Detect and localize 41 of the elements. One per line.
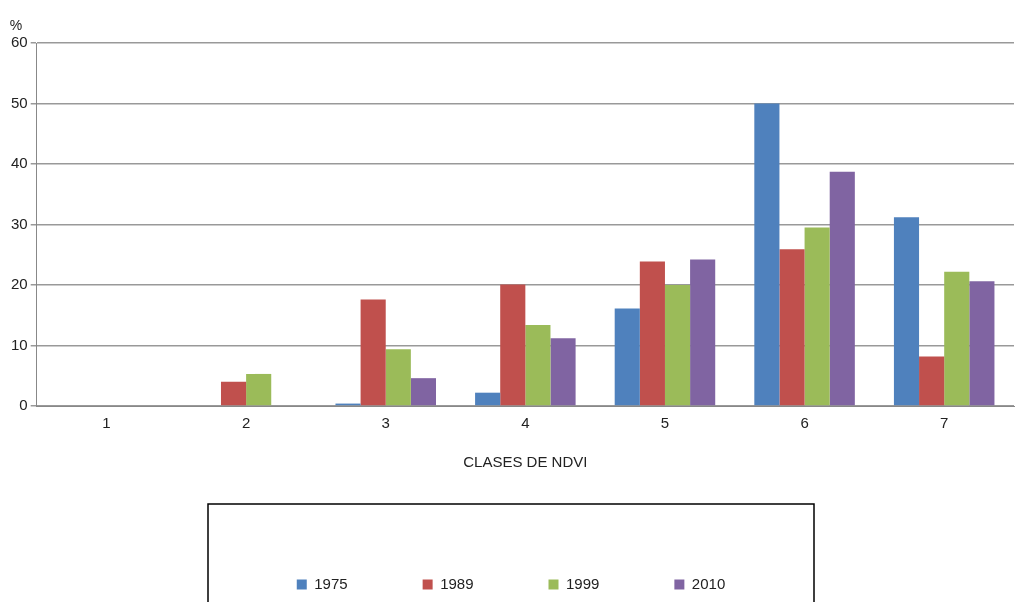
y-axis-title: % xyxy=(9,16,23,33)
y-tick-label: 20 xyxy=(11,275,28,293)
bar xyxy=(779,249,805,406)
bar xyxy=(410,378,436,406)
legend-label: 1999 xyxy=(566,574,600,592)
bar xyxy=(804,227,830,406)
x-tick-label: 2 xyxy=(241,414,251,432)
bar xyxy=(893,217,920,406)
x-tick-label: 7 xyxy=(940,414,949,432)
y-tick-label: 30 xyxy=(11,214,28,232)
bar xyxy=(919,356,945,406)
bar xyxy=(829,171,855,406)
y-tick-label: 60 xyxy=(11,33,28,51)
x-axis-title: CLASES DE NDVI xyxy=(463,453,588,471)
y-tick-label: 0 xyxy=(19,396,28,414)
bar xyxy=(754,103,780,406)
x-tick-label: 1 xyxy=(102,414,111,432)
bar xyxy=(944,271,970,406)
y-tick-label: 10 xyxy=(11,335,28,353)
bar xyxy=(969,281,995,406)
bar xyxy=(550,338,576,406)
bar xyxy=(500,284,526,406)
bar xyxy=(614,308,640,406)
bar xyxy=(360,299,386,406)
bar xyxy=(690,259,716,406)
y-tick-label: 40 xyxy=(11,154,28,172)
bar xyxy=(220,381,247,406)
legend-label: 1989 xyxy=(440,574,474,592)
bar xyxy=(664,285,691,406)
bar xyxy=(246,373,272,406)
x-tick-label: 6 xyxy=(800,414,809,432)
legend-label: 1975 xyxy=(314,574,348,592)
bar xyxy=(525,324,551,406)
y-tick-label: 50 xyxy=(11,93,28,111)
bar xyxy=(475,392,501,406)
bar xyxy=(385,349,411,406)
x-tick-label: 3 xyxy=(381,414,390,432)
x-tick-label: 4 xyxy=(521,414,530,432)
bar xyxy=(639,261,665,406)
legend-label: 2010 xyxy=(691,574,726,592)
x-tick-label: 5 xyxy=(660,414,670,432)
